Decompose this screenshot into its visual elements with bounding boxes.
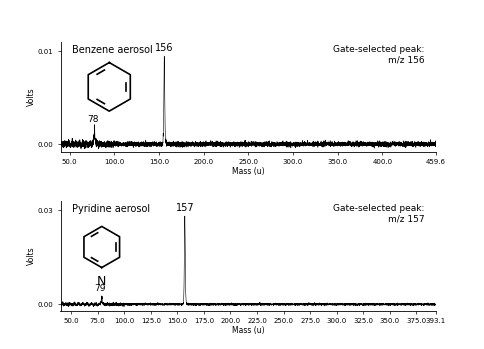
X-axis label: Mass (u): Mass (u): [232, 166, 264, 176]
Y-axis label: Volts: Volts: [27, 246, 36, 265]
Text: Benzene aerosol: Benzene aerosol: [72, 45, 152, 55]
Text: Pyridine aerosol: Pyridine aerosol: [72, 204, 150, 214]
Text: 157: 157: [176, 203, 194, 214]
Text: 79: 79: [94, 284, 106, 294]
X-axis label: Mass (u): Mass (u): [232, 326, 264, 335]
Text: 156: 156: [155, 43, 173, 53]
Y-axis label: Volts: Volts: [27, 87, 36, 106]
Text: 78: 78: [87, 115, 99, 124]
Text: Gate-selected peak:
m/z 157: Gate-selected peak: m/z 157: [333, 204, 424, 224]
Text: Gate-selected peak:
m/z 156: Gate-selected peak: m/z 156: [333, 45, 424, 65]
